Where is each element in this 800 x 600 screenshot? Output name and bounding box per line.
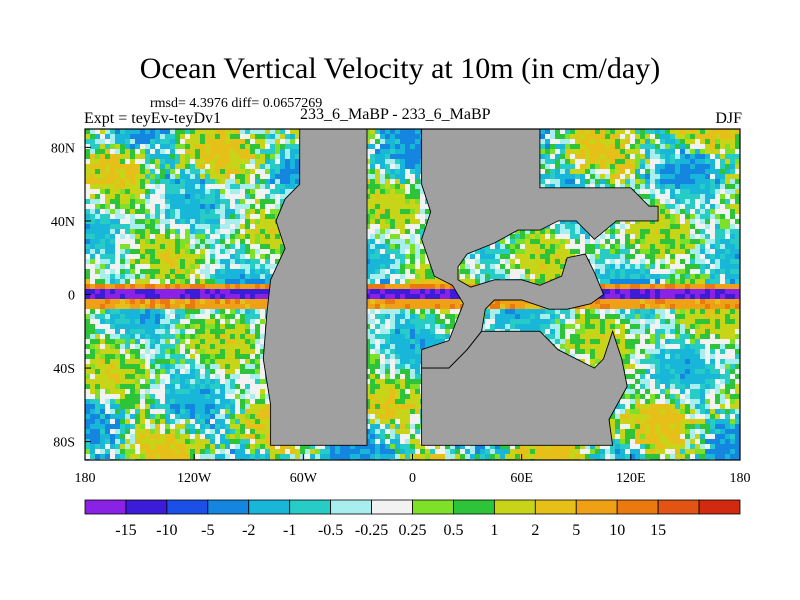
colorbar-swatch [207, 499, 250, 515]
colorbar-swatch [534, 499, 577, 515]
y-tick-label: 0 [68, 289, 75, 304]
colorbar-label: 5 [572, 522, 580, 539]
colorbar-label: -0.25 [355, 522, 388, 539]
colorbar-label: -2 [242, 522, 255, 539]
land-mask [262, 129, 659, 446]
colorbar-swatch [371, 499, 413, 515]
colorbar-swatch [84, 499, 127, 515]
experiment-label: Expt = teyEv-teyDv1 [84, 110, 221, 127]
x-tick-label: 120E [616, 471, 646, 486]
comparison-label: 233_6_MaBP - 233_6_MaBP [300, 106, 491, 123]
colorbar-swatch [125, 499, 168, 515]
colorbar-swatch [575, 499, 618, 515]
colorbar-swatch [330, 499, 372, 515]
x-tick-label: 180 [730, 471, 751, 486]
colorbar-label: 0.25 [399, 522, 427, 539]
colorbar-swatch [453, 499, 495, 515]
colorbar-label: 10 [609, 522, 625, 539]
x-tick-label: 120W [177, 471, 212, 486]
land-north-continent [421, 129, 659, 369]
land-south-continent [421, 329, 628, 446]
y-tick-label: 80S [53, 436, 75, 451]
season-label: DJF [715, 110, 742, 127]
y-tick-label: 40N [51, 215, 75, 230]
colorbar-swatch [657, 499, 700, 515]
x-tick-label: 180 [75, 471, 96, 486]
x-axis: 180 120W 60W 0 60E 120E 180 [75, 454, 751, 486]
colorbar-label: -1 [283, 522, 296, 539]
ocean-field [85, 129, 740, 460]
colorbar-swatch [289, 499, 332, 515]
y-tick-label: 40S [53, 362, 75, 377]
land-west-continent [262, 129, 368, 446]
y-tick-label: 80N [51, 141, 75, 156]
colorbar-swatch [412, 499, 454, 515]
colorbar-label: -10 [156, 522, 177, 539]
colorbar-label: -5 [201, 522, 214, 539]
y-axis: 80N 40N 0 40S 80S [51, 141, 91, 451]
colorbar-swatch [698, 499, 741, 515]
colorbar-swatch [248, 499, 291, 515]
colorbar-swatch [616, 499, 659, 515]
x-tick-label: 0 [409, 471, 416, 486]
colorbar-label: -0.5 [318, 522, 343, 539]
colorbar-swatch [166, 499, 209, 515]
x-tick-label: 60E [510, 471, 533, 486]
x-tick-label: 60W [290, 471, 318, 486]
colorbar-label: 0.5 [443, 522, 463, 539]
colorbar: -15 -10 -5 -2 -1 -0.5 -0.25 0.25 0.5 1 2 5 10 15 [84, 499, 741, 539]
plot-title: Ocean Vertical Velocity at 10m (in cm/da… [139, 52, 661, 85]
colorbar-label: 15 [650, 522, 666, 539]
colorbar-label: -15 [115, 522, 136, 539]
colorbar-swatch [493, 499, 536, 515]
colorbar-label: 2 [531, 522, 539, 539]
colorbar-label: 1 [490, 522, 498, 539]
stats-text: rmsd= 4.3976 diff= 0.0657269 [150, 96, 323, 111]
